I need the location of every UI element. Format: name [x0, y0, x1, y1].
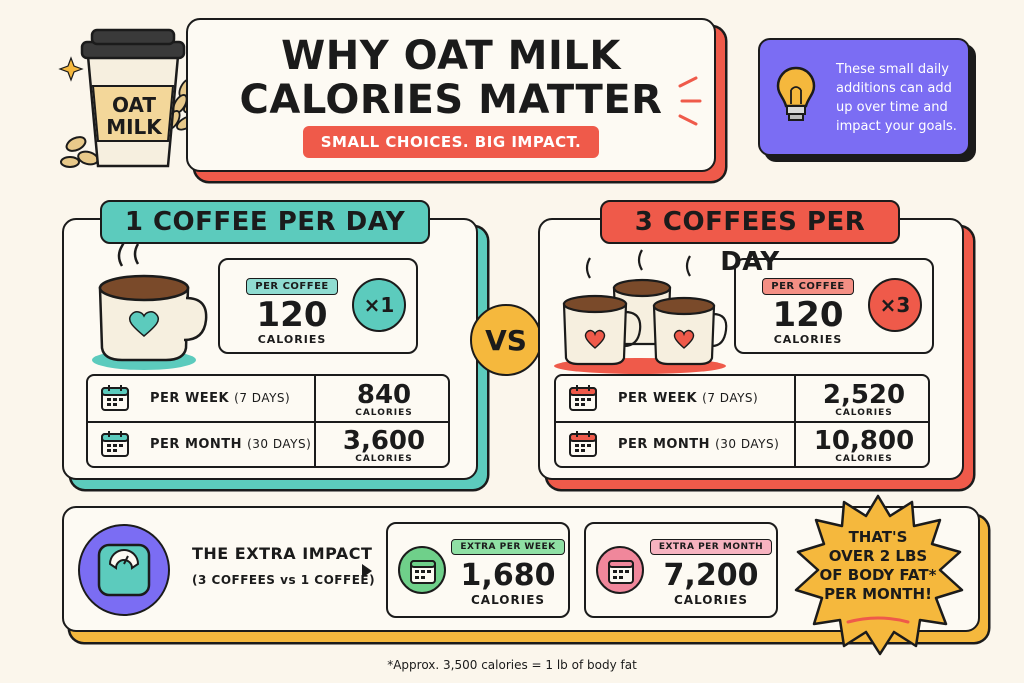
cup-label-milk: MILK: [106, 115, 162, 139]
extra-month-card: EXTRA PER MONTH 7,200 CALORIES: [584, 522, 778, 618]
multiplier-badge: ×3: [868, 278, 922, 332]
impact-subtitle: (3 COFFEES vs 1 COFFEE): [192, 573, 376, 587]
lightbulb-icon: [776, 66, 816, 121]
three-coffees-title: 3 COFFEES PER DAY: [600, 200, 900, 277]
row-unit: CALORIES: [835, 454, 893, 464]
row-value: 840: [356, 380, 412, 410]
row-unit: CALORIES: [355, 408, 413, 418]
row-label: PER WEEK: [150, 390, 230, 406]
per-coffee-label: PER COFFEE: [762, 278, 854, 295]
row-label: PER MONTH: [618, 436, 711, 452]
month-calendar-badge: [596, 546, 644, 594]
oat-milk-cup-illustration: OAT MILK: [58, 16, 210, 176]
scale-badge: [78, 524, 170, 616]
calendar-icon: [569, 385, 597, 411]
row-sublabel: (7 DAYS): [234, 390, 291, 405]
title-card: WHY OAT MILK CALORIES MATTER SMALL CHOIC…: [186, 18, 716, 172]
row-label: PER WEEK: [618, 390, 698, 406]
per-coffee-unit: CALORIES: [257, 333, 327, 346]
scale-icon: [97, 543, 151, 597]
row-value: 3,600: [342, 426, 426, 456]
emphasis-marks-icon: [678, 76, 702, 126]
coffee-mug-icon: [92, 236, 208, 370]
three-coffee-mugs-icon: [554, 249, 728, 374]
extra-week-unit: CALORIES: [470, 593, 546, 607]
left-stats-table: PER WEEK (7 DAYS) 840 CALORIES PER MONTH…: [86, 374, 450, 468]
burst-line-1: THAT'S: [848, 528, 908, 546]
calendar-icon: [101, 385, 129, 411]
extra-week-label: EXTRA PER WEEK: [451, 539, 565, 555]
burst-line-3: OF BODY FAT*: [819, 566, 937, 584]
row-value: 2,520: [822, 380, 906, 410]
row-label: PER MONTH: [150, 436, 243, 452]
per-coffee-value: 120: [772, 295, 844, 335]
row-sublabel: (30 DAYS): [715, 436, 780, 451]
week-calendar-badge: [398, 546, 446, 594]
extra-week-value: 1,680: [460, 558, 556, 593]
footnote: *Approx. 3,500 calories = 1 lb of body f…: [387, 658, 637, 672]
calendar-icon: [410, 560, 436, 584]
table-row: PER WEEK (7 DAYS) 840 CALORIES: [88, 376, 448, 420]
table-row: PER MONTH (30 DAYS) 3,600 CALORIES: [88, 422, 448, 466]
row-sublabel: (30 DAYS): [247, 436, 312, 451]
per-coffee-value: 120: [256, 295, 328, 335]
page-title-line1: WHY OAT MILK: [281, 33, 621, 79]
arrow-right-icon: [362, 564, 372, 578]
one-coffee-panel: PER COFFEE 120 CALORIES ×1 PER WEEK (7 D…: [62, 218, 478, 480]
per-coffee-box: PER COFFEE 120 CALORIES ×3: [734, 258, 934, 354]
calendar-icon: [608, 560, 634, 584]
page-title-line2: CALORIES MATTER: [239, 77, 663, 123]
calendar-icon: [101, 431, 129, 457]
burst-line-4: PER MONTH!: [824, 585, 932, 603]
extra-month-label: EXTRA PER MONTH: [649, 539, 773, 555]
table-row: PER WEEK (7 DAYS) 2,520 CALORIES: [556, 376, 928, 420]
per-coffee-unit: CALORIES: [773, 333, 843, 346]
cup-label-oat: OAT: [111, 93, 157, 117]
extra-week-card: EXTRA PER WEEK 1,680 CALORIES: [386, 522, 570, 618]
burst-line-2: OVER 2 LBS: [828, 547, 928, 565]
row-value: 10,800: [813, 426, 915, 456]
calendar-icon: [569, 431, 597, 457]
per-coffee-box: PER COFFEE 120 CALORIES ×1: [218, 258, 418, 354]
extra-month-value: 7,200: [663, 558, 759, 593]
tip-text: These small daily additions can add up o…: [836, 62, 957, 134]
impact-title: THE EXTRA IMPACT: [192, 544, 373, 563]
starburst-shape: [794, 494, 964, 656]
three-coffees-panel: PER COFFEE 120 CALORIES ×3 PER WEEK (7 D…: [538, 218, 964, 480]
multiplier-badge: ×1: [352, 278, 406, 332]
table-row: PER MONTH (30 DAYS) 10,800 CALORIES: [556, 422, 928, 466]
row-sublabel: (7 DAYS): [702, 390, 759, 405]
one-coffee-title: 1 COFFEE PER DAY: [100, 200, 430, 244]
row-unit: CALORIES: [355, 454, 413, 464]
row-unit: CALORIES: [835, 408, 893, 418]
per-coffee-label: PER COFFEE: [246, 278, 338, 295]
subtitle-badge: SMALL CHOICES. BIG IMPACT.: [302, 126, 600, 158]
tip-card: These small daily additions can add up o…: [758, 38, 970, 156]
vs-badge: VS: [470, 304, 542, 376]
extra-month-unit: CALORIES: [673, 593, 749, 607]
right-stats-table: PER WEEK (7 DAYS) 2,520 CALORIES PER MON…: [554, 374, 930, 468]
body-fat-starburst: THAT'S OVER 2 LBS OF BODY FAT* PER MONTH…: [790, 494, 966, 658]
